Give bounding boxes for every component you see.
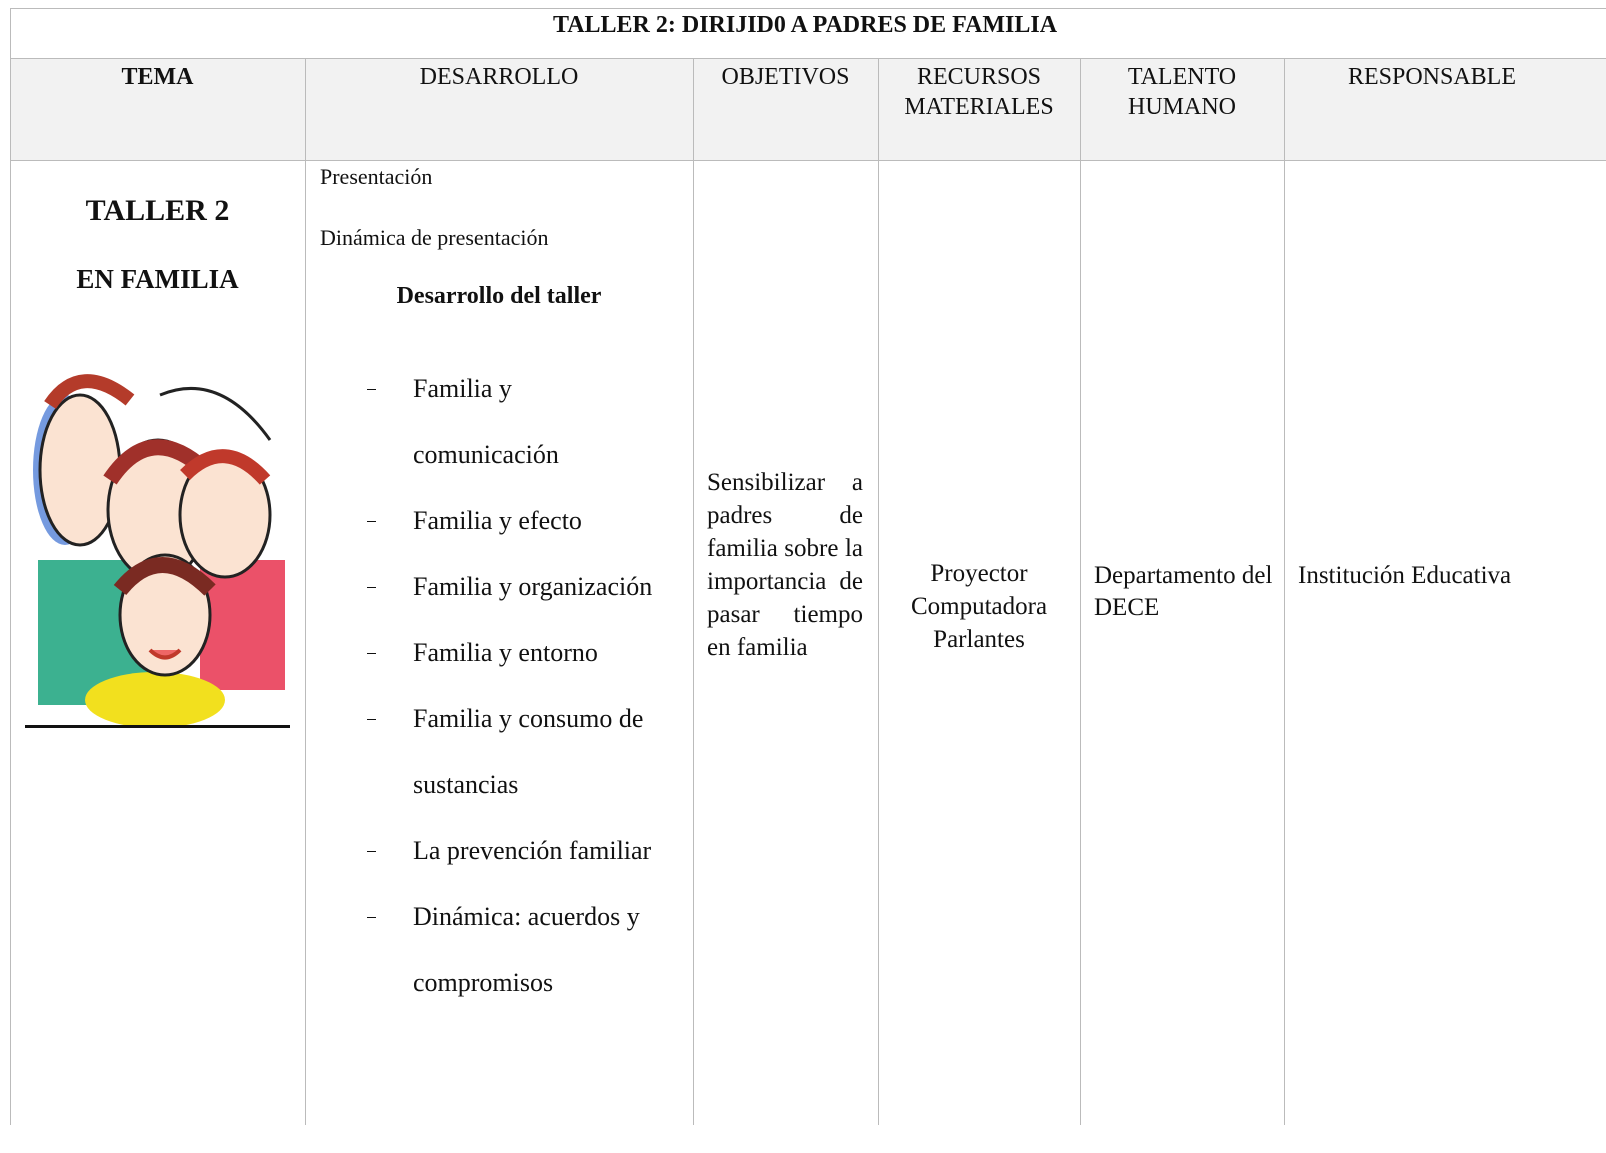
table-title: TALLER 2: DIRIJID0 A PADRES DE FAMILIA xyxy=(552,12,1058,38)
recurso-item: Computadora xyxy=(910,593,1048,620)
bullet-dash xyxy=(367,719,376,720)
border xyxy=(10,58,1606,59)
column-header: TEMA xyxy=(121,64,194,90)
bullet-dash xyxy=(367,917,376,918)
border xyxy=(10,8,11,1125)
responsable-text: Institución Educativa xyxy=(1298,562,1512,589)
underline xyxy=(25,725,290,728)
tema-title: TALLER 2 xyxy=(85,194,230,227)
border xyxy=(305,58,306,1125)
family-illustration xyxy=(33,374,285,728)
bullet-dash xyxy=(367,851,376,852)
bullet-dash xyxy=(367,389,376,390)
bullet-dash xyxy=(367,587,376,588)
list-item: Familia y xyxy=(413,374,512,403)
list-item: La prevención familiar xyxy=(413,836,652,865)
column-header: OBJETIVOS xyxy=(721,64,850,90)
list-item: comunicación xyxy=(413,440,559,469)
bullet-dash xyxy=(367,521,376,522)
column-header: TALENTO HUMANO xyxy=(1127,64,1237,120)
desarrollo-intro: Presentación xyxy=(320,164,433,189)
tema-subtitle: EN FAMILIA xyxy=(76,264,239,294)
bullet-dash xyxy=(367,653,376,654)
header-row xyxy=(10,58,1606,160)
list-item: sustancias xyxy=(413,770,519,799)
list-item: Familia y efecto xyxy=(413,506,582,535)
list-item: Familia y consumo de xyxy=(413,704,644,733)
objetivos-text: Sensibilizar a padres de familia sobre l… xyxy=(707,469,863,661)
column-header: RESPONSABLE xyxy=(1347,64,1517,90)
list-item: compromisos xyxy=(413,968,554,997)
talento-text: Departamento del DECE xyxy=(1094,562,1273,621)
list-item: Dinámica: acuerdos y xyxy=(413,902,640,931)
desarrollo-subtitle: Desarrollo del taller xyxy=(396,283,602,309)
border xyxy=(1080,58,1081,1125)
recurso-item: Parlantes xyxy=(933,626,1025,653)
border xyxy=(693,58,694,1125)
border xyxy=(878,58,879,1125)
column-header: DESARROLLO xyxy=(419,64,579,90)
recurso-item: Proyector xyxy=(930,560,1028,587)
border xyxy=(10,160,1606,161)
list-item: Familia y entorno xyxy=(413,638,598,667)
desarrollo-intro: Dinámica de presentación xyxy=(320,225,549,250)
border xyxy=(1284,58,1285,1125)
column-header: RECURSOS MATERIALES xyxy=(904,64,1054,120)
border xyxy=(10,8,1606,9)
list-item: Familia y organización xyxy=(413,572,653,601)
